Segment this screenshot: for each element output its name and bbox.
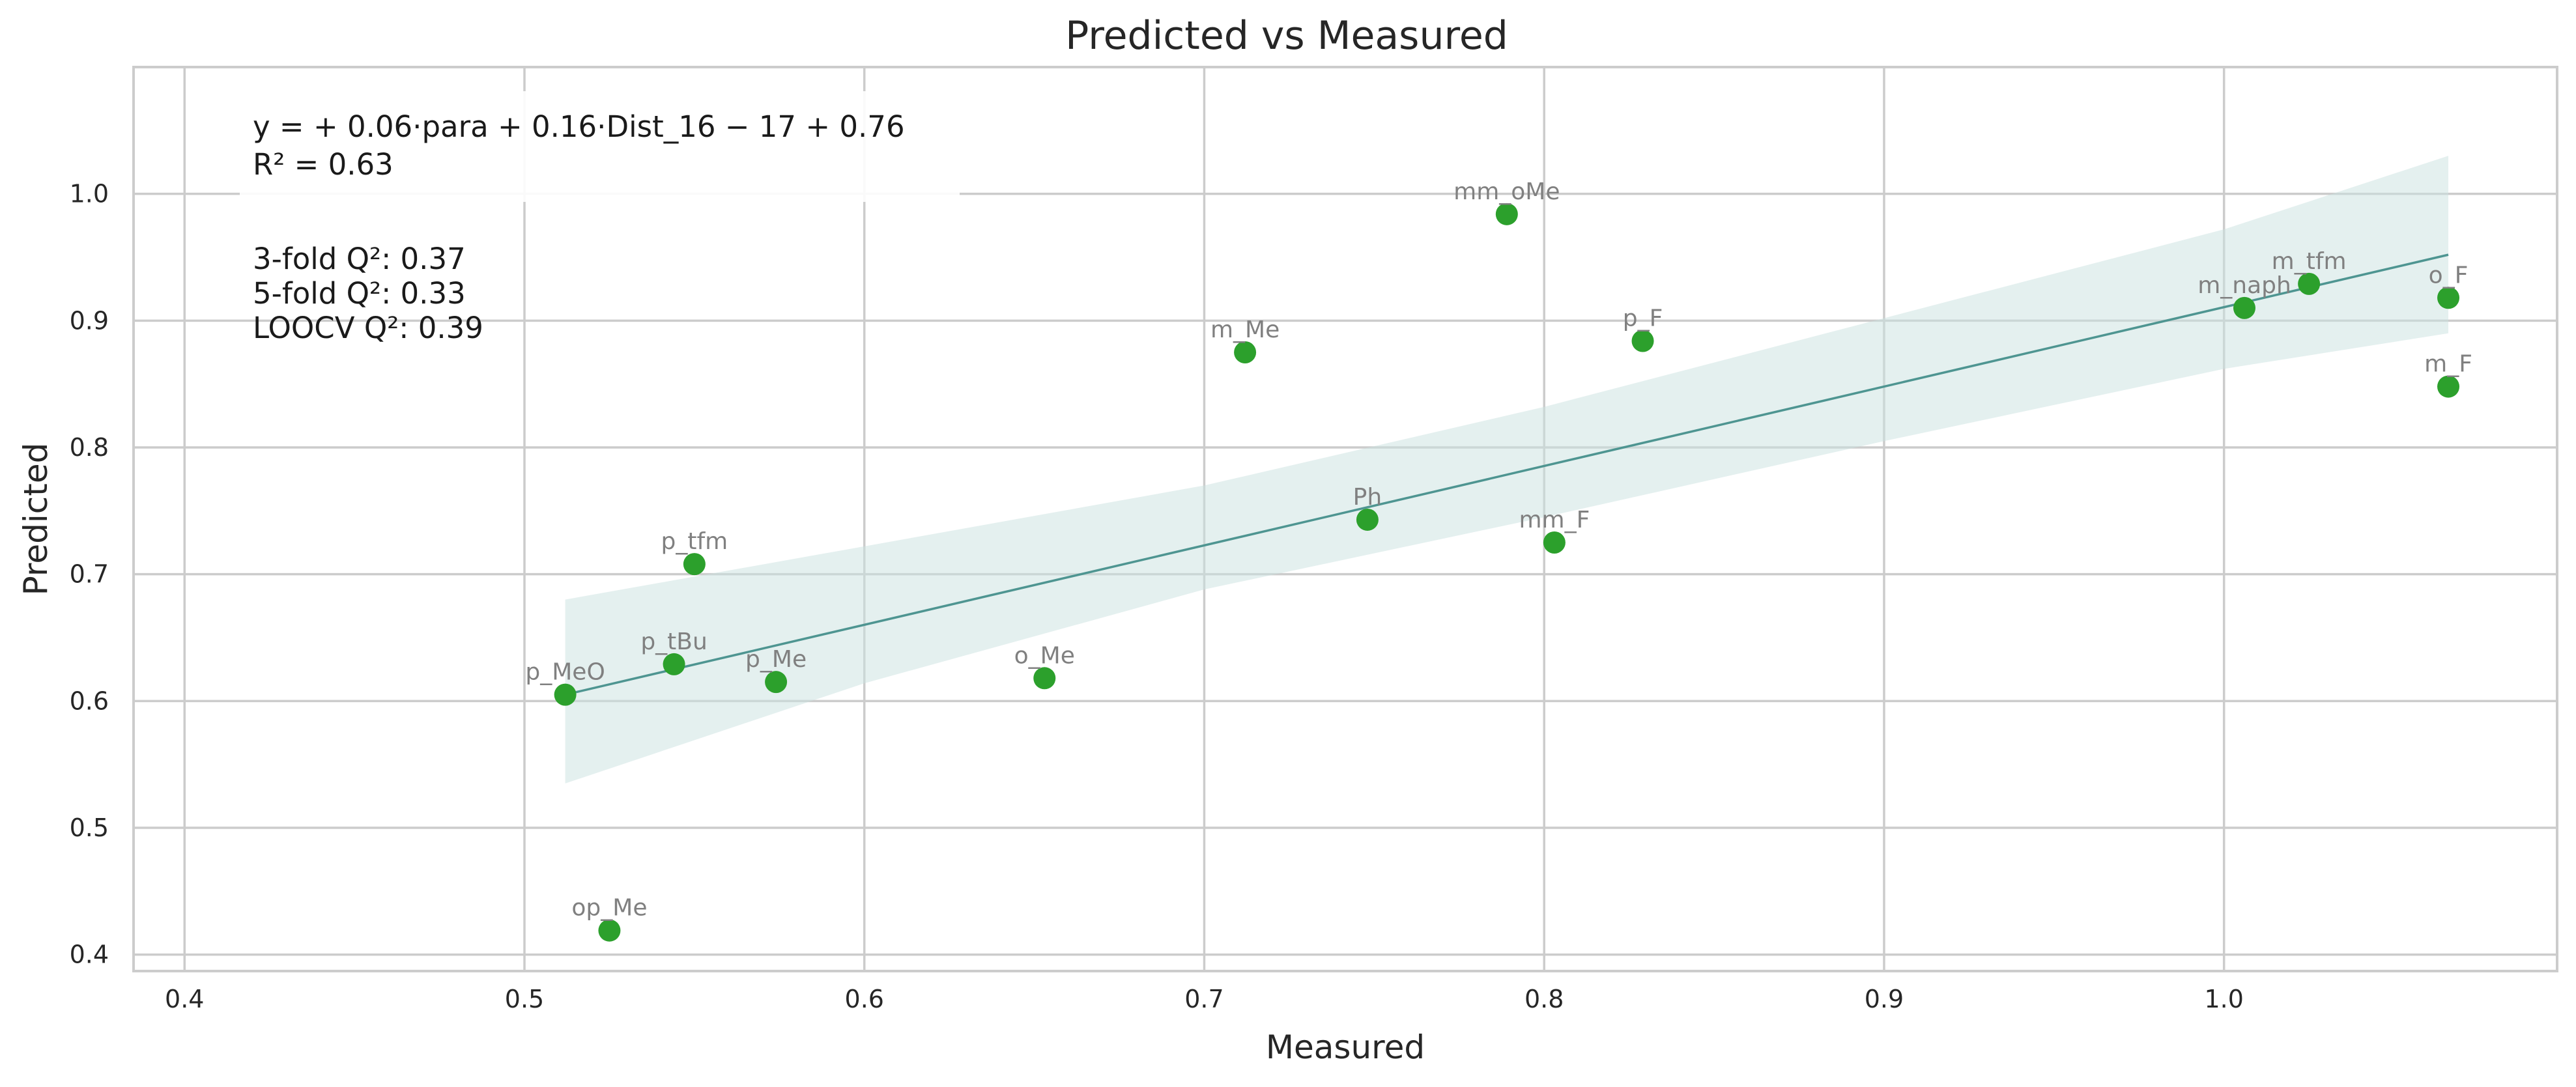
x-tick-label: 1.0 [2204,985,2243,1013]
point-label: Ph [1353,484,1382,511]
data-point [1495,203,1518,225]
y-tick-label: 0.7 [70,560,109,589]
equation-annotation: y = + 0.06·para + 0.16·Dist_16 − 17 + 0.… [253,109,905,144]
x-axis-label: Measured [1266,1028,1425,1066]
point-label: m_F [2424,351,2472,378]
point-label: m_naph [2197,272,2291,299]
data-point [2437,287,2460,309]
q2-line-3: LOOCV Q²: 0.39 [253,311,483,345]
point-label: p_tfm [661,528,728,555]
confidence-band [565,156,2449,783]
x-tick-label: 0.4 [165,985,204,1013]
data-point [554,683,577,706]
data-point [1234,341,1257,364]
data-point [2298,272,2321,295]
annotation-box: y = + 0.06·para + 0.16·Dist_16 − 17 + 0.… [240,91,960,345]
data-point [2233,296,2255,319]
y-tick-label: 0.6 [70,686,109,715]
point-label: p_F [1623,305,1663,332]
x-tick-label: 0.9 [1865,985,1904,1013]
y-axis-label: Predicted [17,443,55,596]
data-point [598,919,621,942]
y-tick-label: 0.5 [70,813,109,842]
data-point [663,653,685,675]
point-label: o_F [2429,262,2469,289]
q2-line-1: 3-fold Q²: 0.37 [253,242,466,276]
x-tick-label: 0.6 [845,985,884,1013]
x-tick-label: 0.8 [1524,985,1564,1013]
point-label: p_Me [745,646,807,673]
data-point [1356,508,1379,531]
point-label: m_Me [1210,317,1280,343]
data-point [765,671,788,694]
data-point [1033,667,1056,690]
annotation-box-bg [240,91,960,202]
y-tick-label: 0.8 [70,433,109,462]
confidence-band-layer [565,156,2449,783]
y-tick-label: 1.0 [70,180,109,208]
ticks-layer: 0.4 0.5 0.6 0.7 0.8 0.9 1.0 0.4 0.5 0.6 0.7 0.8 0.9 1… [70,180,2244,1013]
q2-line-2: 5-fold Q²: 0.33 [253,276,466,311]
fit-line-layer [565,253,2449,696]
y-tick-label: 0.9 [70,306,109,335]
point-label: p_MeO [525,659,605,686]
point-label: p_tBu [640,628,707,655]
point-label: m_tfm [2272,248,2347,275]
data-point [2437,375,2460,398]
point-label: o_Me [1014,642,1075,669]
data-point [1631,330,1654,352]
point-labels-layer: p_MeO op_Me p_tBu p_tfm p_Me o_Me m_Me Ph mm_oMe… [525,178,2472,922]
r2-annotation: R² = 0.63 [253,147,394,182]
point-label: mm_oMe [1453,178,1560,205]
point-label: mm_F [1519,507,1590,533]
x-tick-label: 0.5 [505,985,544,1013]
y-tick-label: 0.4 [70,940,109,969]
plot-frame [132,66,2558,972]
data-point [1543,531,1566,554]
points-layer [554,203,2460,942]
point-label: op_Me [571,895,647,922]
fit-line [565,253,2449,696]
chart-title: Predicted vs Measured [1065,13,1508,59]
data-point [683,553,706,576]
x-tick-label: 0.7 [1184,985,1224,1013]
